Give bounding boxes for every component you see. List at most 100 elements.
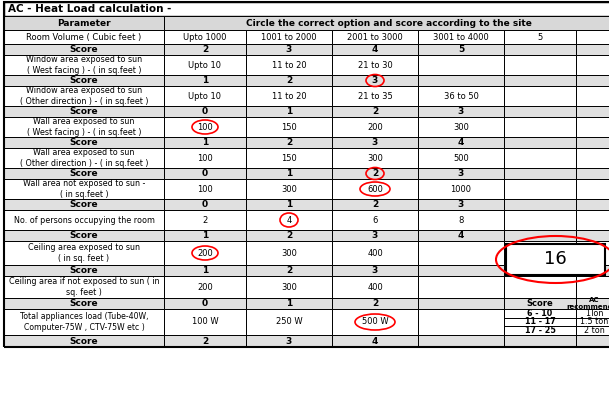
FancyBboxPatch shape xyxy=(4,148,164,168)
FancyBboxPatch shape xyxy=(164,241,246,265)
FancyBboxPatch shape xyxy=(504,335,576,347)
FancyBboxPatch shape xyxy=(504,276,576,298)
FancyBboxPatch shape xyxy=(418,137,504,148)
FancyBboxPatch shape xyxy=(576,148,609,168)
FancyBboxPatch shape xyxy=(246,86,332,106)
FancyBboxPatch shape xyxy=(576,30,609,44)
FancyBboxPatch shape xyxy=(4,199,164,210)
FancyBboxPatch shape xyxy=(332,75,418,86)
FancyBboxPatch shape xyxy=(576,309,609,318)
Text: Upto 10: Upto 10 xyxy=(189,91,222,101)
Text: Score: Score xyxy=(69,231,98,240)
FancyBboxPatch shape xyxy=(332,179,418,199)
FancyBboxPatch shape xyxy=(576,199,609,210)
FancyBboxPatch shape xyxy=(332,137,418,148)
FancyBboxPatch shape xyxy=(246,137,332,148)
FancyBboxPatch shape xyxy=(418,106,504,117)
FancyBboxPatch shape xyxy=(246,30,332,44)
FancyBboxPatch shape xyxy=(504,168,576,179)
Text: Window area exposed to sun
( West facing ) - ( in sq.feet ): Window area exposed to sun ( West facing… xyxy=(26,55,142,75)
Text: 5: 5 xyxy=(537,33,543,42)
FancyBboxPatch shape xyxy=(504,298,576,309)
FancyBboxPatch shape xyxy=(418,298,504,309)
Text: Score: Score xyxy=(69,299,98,308)
Text: 16: 16 xyxy=(544,250,567,269)
FancyBboxPatch shape xyxy=(246,44,332,55)
Text: 1000: 1000 xyxy=(451,185,471,194)
Text: 3: 3 xyxy=(372,76,378,85)
FancyBboxPatch shape xyxy=(332,210,418,230)
Text: 2: 2 xyxy=(286,266,292,275)
FancyBboxPatch shape xyxy=(164,30,246,44)
FancyBboxPatch shape xyxy=(332,168,418,179)
FancyBboxPatch shape xyxy=(418,75,504,86)
FancyBboxPatch shape xyxy=(504,318,576,326)
FancyBboxPatch shape xyxy=(4,309,164,335)
FancyBboxPatch shape xyxy=(504,75,576,86)
Text: Ceiling area exposed to sun
( in sq. feet ): Ceiling area exposed to sun ( in sq. fee… xyxy=(28,243,140,263)
Text: Score: Score xyxy=(69,337,98,346)
Text: 3: 3 xyxy=(372,138,378,147)
Text: 1: 1 xyxy=(202,266,208,275)
FancyBboxPatch shape xyxy=(332,298,418,309)
FancyBboxPatch shape xyxy=(418,168,504,179)
Text: 200: 200 xyxy=(197,248,213,258)
FancyBboxPatch shape xyxy=(504,148,576,168)
FancyBboxPatch shape xyxy=(418,241,504,265)
FancyBboxPatch shape xyxy=(164,276,246,298)
FancyBboxPatch shape xyxy=(332,55,418,75)
FancyBboxPatch shape xyxy=(4,16,164,30)
FancyBboxPatch shape xyxy=(504,265,576,276)
FancyBboxPatch shape xyxy=(164,137,246,148)
Text: 2: 2 xyxy=(372,200,378,209)
FancyBboxPatch shape xyxy=(164,199,246,210)
FancyBboxPatch shape xyxy=(504,55,576,75)
FancyBboxPatch shape xyxy=(4,117,164,137)
Text: 2: 2 xyxy=(372,169,378,178)
FancyBboxPatch shape xyxy=(246,199,332,210)
Text: 300: 300 xyxy=(281,185,297,194)
FancyBboxPatch shape xyxy=(332,86,418,106)
FancyBboxPatch shape xyxy=(504,309,576,318)
FancyBboxPatch shape xyxy=(576,210,609,230)
Text: AC
recommended: AC recommended xyxy=(566,297,609,310)
Text: Score: Score xyxy=(69,107,98,116)
FancyBboxPatch shape xyxy=(504,44,576,55)
FancyBboxPatch shape xyxy=(576,137,609,148)
FancyBboxPatch shape xyxy=(4,137,164,148)
FancyBboxPatch shape xyxy=(504,137,576,148)
FancyBboxPatch shape xyxy=(418,210,504,230)
Text: 2: 2 xyxy=(286,231,292,240)
FancyBboxPatch shape xyxy=(576,265,609,276)
FancyBboxPatch shape xyxy=(504,326,576,335)
Text: Score: Score xyxy=(69,76,98,85)
FancyBboxPatch shape xyxy=(246,230,332,241)
Text: 1: 1 xyxy=(286,299,292,308)
Text: Score: Score xyxy=(69,200,98,209)
FancyBboxPatch shape xyxy=(4,335,164,347)
Text: 2 ton: 2 ton xyxy=(584,326,605,335)
FancyBboxPatch shape xyxy=(4,55,164,75)
FancyBboxPatch shape xyxy=(164,298,246,309)
Text: Wall area not exposed to sun -
( in sq.feet ): Wall area not exposed to sun - ( in sq.f… xyxy=(23,179,145,199)
Text: 200: 200 xyxy=(367,122,383,131)
FancyBboxPatch shape xyxy=(4,179,164,199)
Text: 3: 3 xyxy=(458,107,464,116)
FancyBboxPatch shape xyxy=(576,55,609,75)
FancyBboxPatch shape xyxy=(332,309,418,335)
Text: Score: Score xyxy=(69,169,98,178)
Text: 11 to 20: 11 to 20 xyxy=(272,61,306,70)
FancyBboxPatch shape xyxy=(504,230,576,241)
Text: 400: 400 xyxy=(367,248,383,258)
Text: 3: 3 xyxy=(286,45,292,54)
FancyBboxPatch shape xyxy=(246,335,332,347)
FancyBboxPatch shape xyxy=(332,265,418,276)
FancyBboxPatch shape xyxy=(418,44,504,55)
Text: 3: 3 xyxy=(372,266,378,275)
FancyBboxPatch shape xyxy=(164,86,246,106)
Text: 500: 500 xyxy=(453,154,469,162)
Text: 11 - 17: 11 - 17 xyxy=(524,318,555,326)
Text: 300: 300 xyxy=(281,248,297,258)
Text: 4: 4 xyxy=(458,231,464,240)
FancyBboxPatch shape xyxy=(504,30,576,44)
